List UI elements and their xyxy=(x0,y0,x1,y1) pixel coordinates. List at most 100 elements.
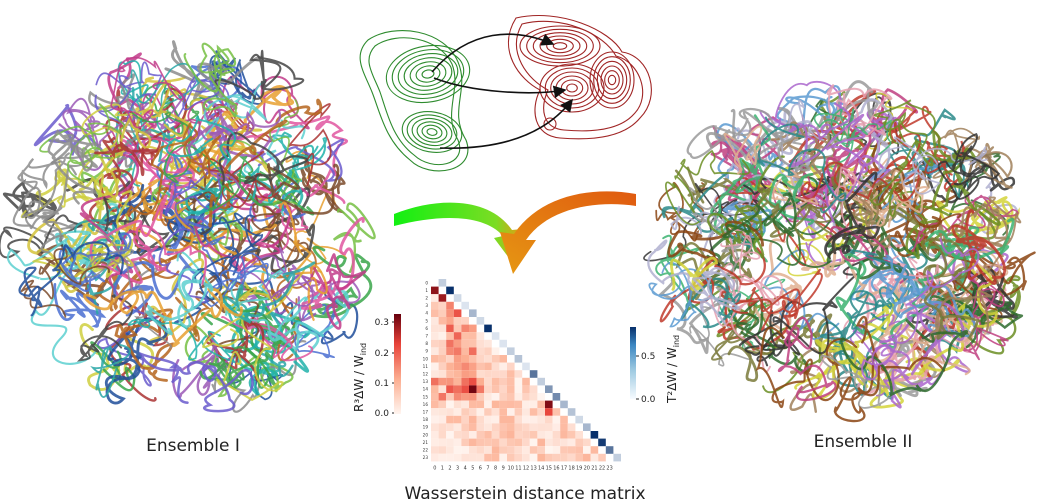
matrix-cell xyxy=(438,324,447,333)
chain-trace xyxy=(714,262,783,373)
matrix-cell xyxy=(499,385,507,393)
chain-trace xyxy=(827,166,874,235)
matrix-cell xyxy=(453,408,462,416)
matrix-diagonal-cell xyxy=(545,385,553,393)
left-colorbar-tick: 0.1 xyxy=(375,379,389,389)
matrix-cell xyxy=(514,446,523,454)
matrix-diagonal-cell xyxy=(522,362,530,371)
matrix-cell xyxy=(507,431,515,439)
matrix-cell xyxy=(453,362,462,371)
chain-trace xyxy=(133,224,207,286)
matrix-cell xyxy=(446,415,454,424)
matrix-col-tick: 8 xyxy=(494,465,497,471)
left-colorbar-tick: 0.2 xyxy=(375,349,389,359)
matrix-cell xyxy=(499,438,507,447)
matrix-cell xyxy=(431,438,439,447)
chain-trace xyxy=(707,228,775,327)
matrix-cell xyxy=(461,362,469,371)
contour-line xyxy=(596,60,628,100)
matrix-cell xyxy=(461,446,469,454)
chain-trace xyxy=(755,187,813,240)
matrix-cell xyxy=(552,423,561,431)
chain-trace xyxy=(310,253,367,330)
matrix-col-tick: 15 xyxy=(546,465,552,471)
matrix-diagonal-cell xyxy=(438,279,447,287)
chain-trace xyxy=(843,169,929,228)
matrix-col-tick: 23 xyxy=(606,465,612,471)
matrix-cell xyxy=(590,453,599,462)
matrix-cell xyxy=(552,446,561,454)
matrix-cell xyxy=(469,415,477,424)
matrix-cell xyxy=(431,370,439,378)
matrix-row-tick: 9 xyxy=(425,349,428,354)
matrix-cell xyxy=(484,438,492,447)
matrix-row-tick: 17 xyxy=(423,410,429,415)
chain-trace xyxy=(184,109,282,189)
chain-trace xyxy=(918,263,998,376)
matrix-cell xyxy=(461,317,469,325)
contour-line xyxy=(552,42,568,50)
matrix-row-tick: 12 xyxy=(423,372,429,377)
contour-line xyxy=(600,65,624,95)
matrix-cell xyxy=(431,317,439,325)
matrix-row-tick: 20 xyxy=(423,432,429,437)
matrix-cell xyxy=(499,370,507,378)
contour-line xyxy=(550,71,594,105)
matrix-cell xyxy=(484,453,492,462)
matrix-cell xyxy=(476,385,485,393)
matrix-diagonal-cell xyxy=(537,377,545,386)
matrix-cell xyxy=(453,324,462,333)
matrix-cell xyxy=(438,370,447,378)
chain-trace xyxy=(20,248,110,318)
chain-trace xyxy=(76,294,133,362)
matrix-cell xyxy=(446,408,454,416)
chain-trace xyxy=(287,103,332,187)
matrix-cell xyxy=(484,393,492,401)
matrix-cell xyxy=(446,400,454,409)
contour-line xyxy=(593,56,631,104)
chain-trace xyxy=(824,171,881,261)
matrix-cell xyxy=(476,415,485,424)
contour-line xyxy=(406,114,458,150)
chain-trace xyxy=(731,268,823,331)
matrix-cell xyxy=(537,438,545,447)
matrix-cell xyxy=(507,370,515,378)
matrix-cell xyxy=(491,385,500,393)
matrix-cell xyxy=(476,446,485,454)
matrix-row-tick: 13 xyxy=(423,379,429,384)
matrix-cell xyxy=(453,431,462,439)
chain-trace xyxy=(165,115,236,161)
matrix-cell xyxy=(560,453,568,462)
contour-line xyxy=(403,57,453,91)
matrix-cell xyxy=(453,317,462,325)
matrix-cell xyxy=(453,453,462,462)
matrix-cell xyxy=(507,415,515,424)
matrix-diagonal-cell xyxy=(567,408,576,416)
density-contours-ensemble-1 xyxy=(359,30,471,172)
matrix-cell xyxy=(484,423,492,431)
matrix-cell xyxy=(567,438,576,447)
matrix-cell xyxy=(529,393,538,401)
matrix-cell xyxy=(438,431,447,439)
chain-trace xyxy=(667,220,764,260)
matrix-col-tick: 12 xyxy=(523,465,529,471)
right-colorbar-label: T²ΔW / Wind xyxy=(665,335,681,404)
matrix-cell xyxy=(438,332,447,340)
matrix-cell xyxy=(537,408,545,416)
matrix-cell xyxy=(484,370,492,378)
matrix-cell xyxy=(529,408,538,416)
matrix-cell xyxy=(476,377,485,386)
contour-line xyxy=(411,117,453,147)
matrix-row-tick: 6 xyxy=(425,326,428,331)
matrix-cell xyxy=(446,317,454,325)
matrix-cell xyxy=(469,377,477,386)
matrix-cell xyxy=(476,339,485,348)
matrix-cell xyxy=(431,286,439,295)
matrix-cell xyxy=(529,385,538,393)
contour-line xyxy=(519,25,601,67)
matrix-cell xyxy=(446,377,454,386)
matrix-cell xyxy=(438,339,447,348)
matrix-cell xyxy=(469,362,477,371)
matrix-cell xyxy=(514,423,523,431)
matrix-row-tick: 1 xyxy=(425,288,428,293)
